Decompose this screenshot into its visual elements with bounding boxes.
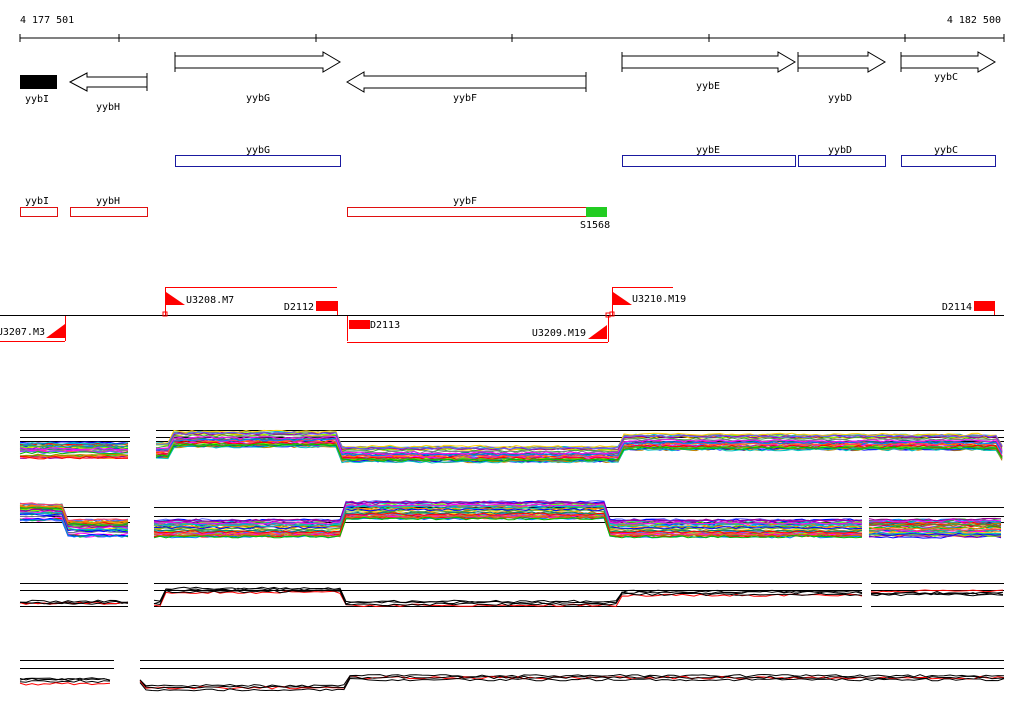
blue-box-yybD[interactable]: yybD (798, 145, 886, 167)
gene-label-yybF: yybF (453, 93, 477, 104)
profile-panel-3 (19, 583, 1004, 608)
gene-label-yybD: yybD (828, 93, 852, 104)
feature-U3210-M19[interactable]: U3210.M19 (609, 287, 686, 317)
coordinate-end: 4 182 500 (947, 15, 1001, 26)
feature-D2113[interactable]: D2113 (347, 316, 401, 341)
gene-arrow-yybG[interactable]: yybG (174, 51, 341, 104)
feature-D2114[interactable]: D2114 (942, 301, 995, 315)
gene-arrow-yybD[interactable]: yybD (797, 51, 886, 104)
coordinate-ruler: 4 177 501 4 182 500 (19, 15, 1005, 42)
gene-track: yybI yybH yybG yybF yybE yybD (20, 51, 996, 113)
feature-U3209-M19[interactable]: U3209.M19 (347, 312, 611, 343)
gene-label-yybG: yybG (246, 93, 270, 104)
gene-label-yybC: yybC (934, 72, 958, 83)
feature-label: D2114 (942, 302, 972, 313)
red-box-yybI[interactable]: yybI (20, 196, 58, 217)
profile-panel-4 (19, 660, 1005, 692)
red-box-label: yybH (96, 196, 120, 207)
gene-arrow-yybC[interactable]: yybC (900, 51, 996, 83)
feature-U3207-M3[interactable]: U3207.M3 (0, 316, 66, 342)
gene-label-yybI: yybI (25, 94, 49, 105)
red-box-yybH[interactable]: yybH (70, 196, 148, 217)
blue-annotation-track: yybG yybE yybD yybC (175, 145, 996, 167)
feature-label: U3208.M7 (186, 295, 234, 306)
gene-arrow-yybE[interactable]: yybE (621, 51, 796, 92)
red-box-yybF[interactable]: yybF (347, 196, 587, 217)
red-annotation-track: yybI yybH yybF S1568 (20, 196, 610, 231)
expression-profiles (19, 429, 1005, 692)
red-box-label: yybI (25, 196, 49, 207)
gene-arrow-yybF[interactable]: yybF (346, 71, 587, 104)
blue-box-yybE[interactable]: yybE (622, 145, 796, 167)
gene-label-yybE: yybE (696, 81, 720, 92)
profile-panel-1 (19, 429, 1004, 464)
feature-label: U3209.M19 (532, 328, 586, 339)
profile-panel-2 (19, 500, 1004, 539)
feature-D2112[interactable]: D2112 (284, 301, 338, 315)
blue-box-label: yybE (696, 145, 720, 156)
blue-box-label: yybG (246, 145, 270, 156)
feature-label: D2113 (370, 320, 400, 331)
gene-label-yybH: yybH (96, 102, 120, 113)
blue-box-yybC[interactable]: yybC (901, 145, 996, 167)
transcription-track: U3208.M7 D2112 U3210.M19 D2114 U3207.M3 (0, 287, 1004, 343)
green-feature-label: S1568 (580, 220, 610, 231)
red-box-label: yybF (453, 196, 477, 207)
blue-box-yybG[interactable]: yybG (175, 145, 341, 167)
feature-U3208-M7[interactable]: U3208.M7 (162, 287, 337, 317)
blue-box-label: yybD (828, 145, 852, 156)
blue-box-label: yybC (934, 145, 958, 156)
feature-label: D2112 (284, 302, 314, 313)
coordinate-start: 4 177 501 (20, 15, 74, 26)
gene-arrow-yybI[interactable]: yybI (20, 75, 57, 105)
green-feature-S1568[interactable]: S1568 (580, 207, 610, 231)
gene-arrow-yybH[interactable]: yybH (68, 72, 148, 113)
feature-label: U3210.M19 (632, 294, 686, 305)
feature-label: U3207.M3 (0, 327, 45, 338)
